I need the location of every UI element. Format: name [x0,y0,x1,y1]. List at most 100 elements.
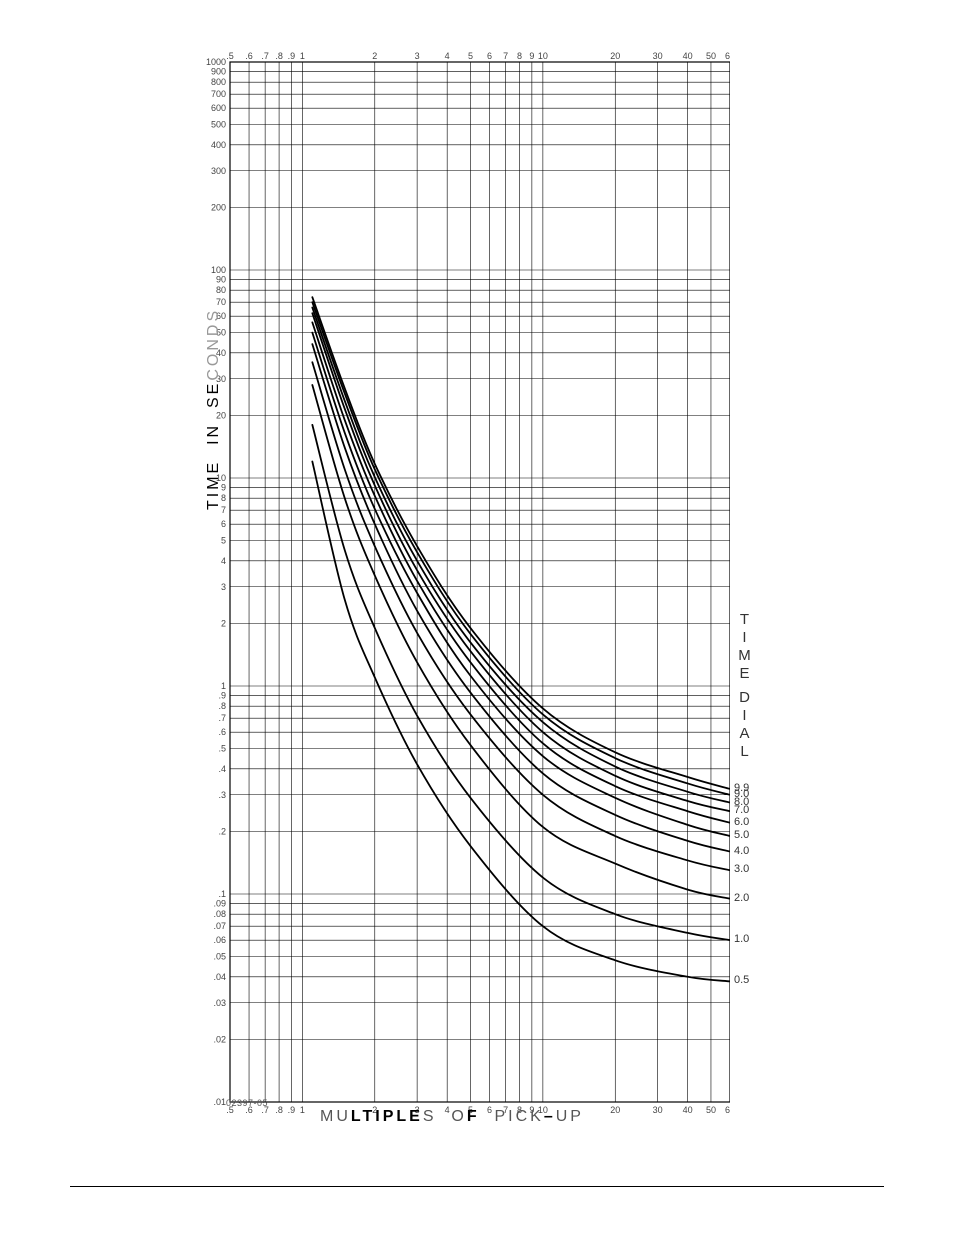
svg-text:700: 700 [211,89,226,99]
svg-text:4: 4 [445,51,450,61]
svg-text:3: 3 [221,582,226,592]
x-axis-title: MULTIPLES OF PICK–UP [320,1108,584,1126]
dial-value-label: 6.0 [734,817,749,829]
svg-text:60: 60 [725,51,730,61]
page-rule [70,1186,884,1187]
dial-value-label: 3.0 [734,864,749,876]
svg-text:90: 90 [216,275,226,285]
svg-text:.8: .8 [275,51,283,61]
svg-text:2: 2 [221,618,226,628]
svg-text:800: 800 [211,77,226,87]
svg-text:5: 5 [221,536,226,546]
time-dial-letter: T [738,611,752,629]
svg-text:30: 30 [653,1105,663,1115]
svg-text:.9: .9 [218,691,226,701]
svg-text:60: 60 [725,1105,730,1115]
svg-text:.8: .8 [275,1105,283,1115]
svg-text:9: 9 [529,51,534,61]
svg-text:.5: .5 [218,744,226,754]
svg-text:1: 1 [221,681,226,691]
svg-text:.03: .03 [213,998,226,1008]
y-axis-title: TIME IN SECONDS [205,308,223,510]
time-dial-letter: E [738,665,752,683]
x-axis-title-p1: MU [320,1108,351,1125]
svg-text:10: 10 [538,51,548,61]
x-axis-title-p4: UP [556,1108,584,1125]
y-axis-title-part2: SE [205,381,222,408]
x-axis-title-b2: F [467,1108,480,1125]
svg-text:300: 300 [211,166,226,176]
svg-text:1: 1 [300,1105,305,1115]
y-axis-title-sep: IN [205,408,222,452]
time-dial-letter: A [738,725,752,743]
chart-container: .5.5.6.6.7.7.8.8.9.911223344556677889910… [200,50,730,1170]
svg-text:40: 40 [683,1105,693,1115]
time-dial-letter: I [738,707,752,725]
svg-text:30: 30 [653,51,663,61]
svg-text:.7: .7 [218,713,226,723]
svg-text:50: 50 [706,1105,716,1115]
svg-text:.4: .4 [218,764,226,774]
svg-text:5: 5 [468,51,473,61]
document-id: 02397-05 [226,1098,268,1108]
svg-text:.9: .9 [288,51,296,61]
y-axis-title-dim: CONDS [205,308,222,381]
svg-text:.3: .3 [218,790,226,800]
svg-text:400: 400 [211,140,226,150]
loglog-chart: .5.5.6.6.7.7.8.8.9.911223344556677889910… [200,50,730,1120]
svg-text:20: 20 [610,1105,620,1115]
dial-value-label: 9.9 [734,783,749,795]
time-dial-letter: L [738,743,752,761]
svg-text:8: 8 [517,51,522,61]
time-dial-letter: I [738,629,752,647]
page: .5.5.6.6.7.7.8.8.9.911223344556677889910… [0,0,954,1235]
dial-value-label: 4.0 [734,846,749,858]
svg-text:100: 100 [211,265,226,275]
svg-text:1: 1 [300,51,305,61]
svg-text:200: 200 [211,202,226,212]
time-dial-letter: M [738,647,752,665]
svg-text:.5: .5 [226,51,234,61]
svg-text:.6: .6 [245,51,253,61]
svg-text:.8: .8 [218,701,226,711]
svg-text:.6: .6 [218,727,226,737]
svg-text:.2: .2 [218,826,226,836]
svg-text:6: 6 [221,519,226,529]
svg-text:.01: .01 [213,1097,226,1107]
svg-text:2: 2 [372,51,377,61]
x-axis-title-b3: – [544,1108,556,1125]
svg-text:.1: .1 [218,889,226,899]
dial-value-label: 0.5 [734,975,749,987]
svg-text:70: 70 [216,297,226,307]
svg-text:7: 7 [503,51,508,61]
dial-value-label: 5.0 [734,830,749,842]
svg-text:500: 500 [211,120,226,130]
svg-text:.08: .08 [213,909,226,919]
x-axis-title-p3: PICK [480,1108,544,1125]
svg-text:.9: .9 [288,1105,296,1115]
svg-text:6: 6 [487,51,492,61]
svg-text:.09: .09 [213,899,226,909]
svg-text:.06: .06 [213,935,226,945]
svg-text:3: 3 [415,51,420,61]
svg-text:900: 900 [211,67,226,77]
y-axis-title-part1: TIME [205,460,222,510]
svg-text:1000: 1000 [206,57,226,67]
svg-text:.05: .05 [213,952,226,962]
svg-text:.02: .02 [213,1034,226,1044]
time-dial-label: TIMEDIAL [738,611,752,761]
svg-text:4: 4 [221,556,226,566]
dial-value-label: 2.0 [734,893,749,905]
svg-text:.04: .04 [213,972,226,982]
svg-text:.07: .07 [213,921,226,931]
x-axis-title-b1: LTIPLE [351,1108,423,1125]
svg-text:600: 600 [211,103,226,113]
svg-text:40: 40 [683,51,693,61]
svg-text:20: 20 [610,51,620,61]
svg-text:50: 50 [706,51,716,61]
svg-text:80: 80 [216,285,226,295]
svg-text:.7: .7 [261,51,269,61]
time-dial-letter: D [738,689,752,707]
dial-value-label: 1.0 [734,934,749,946]
x-axis-title-p2: S O [423,1108,467,1125]
